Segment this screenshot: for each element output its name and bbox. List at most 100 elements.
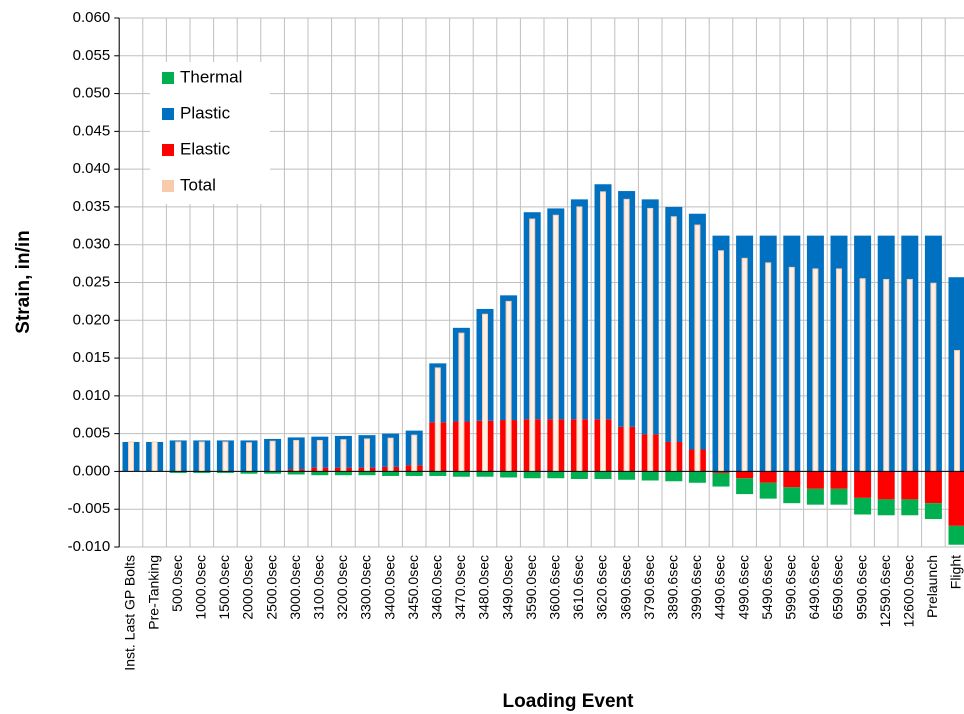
total-bar — [316, 439, 323, 472]
bar-segment — [783, 487, 801, 504]
bar-segment — [311, 471, 329, 476]
legend-label: Plastic — [180, 103, 231, 122]
y-tick-label: 0.010 — [73, 387, 111, 404]
bar-segment — [877, 471, 895, 500]
bar-segment — [901, 499, 919, 516]
total-bar — [364, 438, 370, 472]
x-tick-label: 3200.0sec — [334, 555, 350, 620]
total-bar — [836, 268, 842, 472]
bar-segment — [216, 471, 234, 473]
total-bar — [906, 278, 913, 472]
y-tick-label: 0.020 — [73, 311, 111, 328]
bar-segment — [547, 471, 565, 479]
x-tick-label: 1000.0sec — [193, 555, 209, 620]
total-bar — [788, 266, 795, 472]
bar-segment — [759, 482, 777, 499]
bar-segment — [712, 472, 730, 487]
legend-label: Elastic — [180, 139, 231, 158]
x-tick-label: 12600.0sec — [901, 555, 917, 627]
total-bar — [458, 332, 465, 472]
bar-segment — [523, 471, 541, 479]
total-bar — [529, 218, 536, 472]
total-bar — [954, 350, 960, 472]
total-bar — [741, 257, 748, 472]
bar-segment — [806, 488, 824, 505]
bar-segment — [830, 488, 848, 505]
bar-segment — [382, 471, 400, 476]
total-bar — [246, 442, 252, 472]
bar-segment — [948, 471, 964, 526]
x-tick-label: 3690.6sec — [617, 555, 633, 620]
y-tick-label: 0.030 — [73, 236, 111, 253]
y-tick-label: 0.000 — [73, 462, 111, 479]
x-tick-label: 5490.6sec — [759, 555, 775, 620]
legend-swatch — [162, 108, 174, 120]
total-bar — [411, 434, 418, 472]
x-tick-label: Inst. Last GP Bolts — [122, 555, 138, 671]
x-tick-label: 2500.0sec — [263, 555, 279, 620]
x-tick-label: 3000.0sec — [287, 555, 303, 620]
bar-segment — [806, 471, 824, 489]
bar-segment — [901, 471, 919, 500]
total-bar — [812, 268, 819, 472]
total-bar — [222, 441, 229, 472]
bar-segment — [924, 503, 942, 520]
total-bar — [552, 214, 559, 472]
y-tick-label: 0.035 — [73, 198, 111, 215]
bar-segment — [877, 499, 895, 516]
x-tick-label: 3490.0sec — [499, 555, 515, 620]
total-bar — [340, 439, 347, 472]
x-tick-label: 3300.0sec — [358, 555, 374, 620]
x-tick-label: 4990.6sec — [735, 555, 751, 620]
bar-segment — [688, 471, 706, 483]
bar-segment — [924, 471, 942, 504]
total-bar — [859, 278, 866, 472]
x-tick-label: 5990.6sec — [783, 555, 799, 620]
total-bar — [482, 313, 488, 472]
bar-segment — [736, 471, 754, 479]
bar-segment — [358, 471, 376, 476]
y-tick-label: 0.045 — [73, 122, 111, 139]
x-tick-label: 4490.6sec — [712, 555, 728, 620]
y-tick-label: 0.060 — [73, 9, 111, 26]
x-tick-label: 500.0sec — [169, 555, 185, 612]
x-tick-label: 3400.0sec — [381, 555, 397, 620]
x-tick-label: 3890.6sec — [665, 555, 681, 620]
bar-segment — [570, 471, 588, 479]
bar-segment — [429, 471, 447, 476]
y-axis-title: Strain, in/in — [13, 230, 34, 333]
total-bar — [175, 441, 182, 472]
y-tick-label: 0.050 — [73, 85, 111, 102]
x-tick-label: 3480.0sec — [476, 555, 492, 620]
bar-segment — [500, 471, 518, 478]
y-tick-label: -0.010 — [68, 538, 111, 555]
bar-segment — [193, 471, 211, 473]
bar-segment — [264, 471, 282, 474]
total-bar — [198, 441, 205, 472]
x-tick-label: Prelaunch — [924, 555, 940, 618]
y-tick-label: 0.040 — [73, 160, 111, 177]
bar-segment — [618, 471, 636, 480]
bar-segment — [169, 471, 187, 473]
y-tick-label: 0.005 — [73, 425, 111, 442]
legend-label: Thermal — [180, 67, 242, 86]
y-tick-label: 0.055 — [73, 47, 111, 64]
x-tick-label: 3470.0sec — [452, 555, 468, 620]
bar-segment — [405, 471, 423, 476]
x-tick-label: 9590.6sec — [853, 555, 869, 620]
total-bar — [670, 216, 677, 472]
x-tick-label: 6590.6sec — [830, 555, 846, 620]
bar-segment — [830, 471, 848, 489]
bar-segment — [452, 471, 470, 477]
y-tick-label: 0.015 — [73, 349, 111, 366]
legend-swatch — [162, 180, 174, 192]
total-bar — [269, 440, 276, 472]
y-tick-label: -0.005 — [68, 500, 111, 517]
total-bar — [765, 262, 772, 472]
x-tick-label: 6490.6sec — [806, 555, 822, 620]
legend-swatch — [162, 72, 174, 84]
total-bar — [600, 191, 606, 472]
x-tick-label: 3790.6sec — [641, 555, 657, 620]
total-bar — [623, 198, 630, 472]
bar-segment — [948, 525, 964, 545]
